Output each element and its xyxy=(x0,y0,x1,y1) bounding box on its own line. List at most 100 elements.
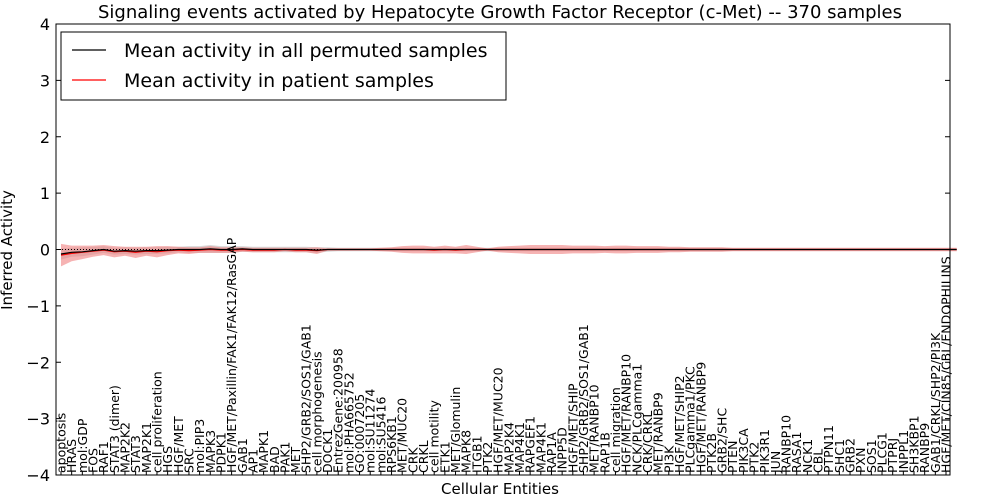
x-tick-label: PTK2 xyxy=(480,442,495,473)
y-tick-label: 0 xyxy=(40,241,50,260)
x-tick-label: EntrezGene:200958 xyxy=(331,348,346,473)
x-tick-label: GRB2 xyxy=(843,438,858,473)
x-tick-label: PTK2B xyxy=(704,433,719,473)
x-tick-label: SOS1 xyxy=(864,439,879,473)
x-tick-label: RAPGEF1 xyxy=(523,416,538,473)
y-axis: −4 −3 −2 −1 0 1 2 3 4 xyxy=(26,15,950,485)
x-tick-label: cell motility xyxy=(427,399,442,473)
x-tick-label: PTEN xyxy=(725,441,740,473)
x-tick-label: CBL xyxy=(811,449,826,473)
x-tick-label: BAD xyxy=(267,446,282,473)
x-tick-label: mol:PHA665752 xyxy=(341,372,356,473)
x-tick-label: RPS6KB1 xyxy=(384,416,399,473)
x-tick-label: mol:GDP xyxy=(75,418,90,473)
x-tick-label: MET/RANBP10 xyxy=(587,384,602,473)
x-tick-label: FOS xyxy=(85,448,100,473)
x-tick-label: HRAS xyxy=(64,439,79,473)
x-tick-label: HGF/MET/Paxillin/FAK1/FAK12/RasGAP xyxy=(224,237,239,473)
x-tick-label: PAK1 xyxy=(277,442,292,473)
x-tick-label: CRK/CRKL xyxy=(640,411,655,473)
y-axis-label: Inferred Activity xyxy=(0,190,16,310)
x-tick-label: PDPK1 xyxy=(213,432,228,473)
x-tick-label: PTPN11 xyxy=(821,425,836,473)
y-tick-label: −3 xyxy=(26,410,50,429)
x-tick-label: MAPK1 xyxy=(256,430,271,473)
x-axis-label: Cellular Entities xyxy=(441,480,559,498)
x-tick-label: MAP2K1 xyxy=(139,422,154,473)
chart-title: Signaling events activated by Hepatocyte… xyxy=(98,2,902,23)
x-tick-label: INPP5D xyxy=(555,427,570,473)
x-tick-label: PXN xyxy=(853,448,868,473)
y-tick-label: −4 xyxy=(26,466,50,485)
x-tick-label: MAPK8 xyxy=(459,430,474,473)
x-tick-label: RANBP9 xyxy=(917,423,932,473)
x-tick-label: GO:0007205 xyxy=(352,394,367,473)
x-tick-label: AP1 xyxy=(245,449,260,473)
y-tick-label: −1 xyxy=(26,297,50,316)
x-tick-label: JUN xyxy=(768,451,783,474)
x-tick-label: cell migration xyxy=(608,387,623,473)
x-tick-label: CRK xyxy=(405,447,420,473)
x-tick-label: HGF/MET/MUC20 xyxy=(491,367,506,473)
x-tick-label: MAP4K1 xyxy=(533,422,548,473)
x-tick-label: RANBP10 xyxy=(779,415,794,473)
y-tick-label: 1 xyxy=(40,184,50,203)
band-patient xyxy=(61,243,957,267)
y-tick-label: 3 xyxy=(40,71,50,90)
x-tick-label: STAT3 xyxy=(128,435,143,473)
legend-label-patient: Mean activity in patient samples xyxy=(124,70,434,92)
legend: Mean activity in all permuted samples Me… xyxy=(60,31,507,101)
x-tick-label: DOCK1 xyxy=(320,429,335,473)
x-tick-label: PIK3R1 xyxy=(757,429,772,473)
x-tick-label: PTPRJ xyxy=(885,438,900,473)
x-tick-label: CRKL xyxy=(416,440,431,473)
x-tick-label: HGF/MET/RANBP9 xyxy=(693,362,708,473)
x-tick-label: apoptosis xyxy=(54,413,69,473)
confidence-bands xyxy=(61,243,957,267)
x-tick-label: SHP2/GRB2/SOS1/GAB1 xyxy=(576,324,591,473)
x-tick-label: STAT3 (dimer) xyxy=(107,385,122,473)
x-tick-label: mol:PIP3 xyxy=(192,419,207,473)
x-tick-label: HGF/MET/SHIP xyxy=(565,383,580,473)
x-tick-label: GRB2/SHC xyxy=(715,408,730,473)
x-tick-label: RASA1 xyxy=(789,432,804,473)
x-tick-label: MAP4K1 xyxy=(512,422,527,473)
legend-box xyxy=(60,31,507,101)
x-tick-label: SHC1 xyxy=(832,439,847,473)
x-tick-label: SRC xyxy=(181,448,196,473)
x-tick-label: HGS xyxy=(160,446,175,473)
x-tick-label: GAB1 xyxy=(235,438,250,473)
x-tick-label: HGF/MET xyxy=(171,416,186,473)
x-tick-label: HGF/MET/CIN85/CBL/ENDOPHILINS xyxy=(939,256,954,473)
x-tick-label: HGF/MET/SHIP2 xyxy=(672,375,687,473)
x-tick-label: cell morphogenesis xyxy=(309,351,324,473)
line-permuted-mean xyxy=(60,248,957,255)
legend-label-permuted: Mean activity in all permuted samples xyxy=(124,40,487,62)
x-tick-label: mol:SU11274 xyxy=(363,389,378,473)
x-tick-label: RAF1 xyxy=(96,441,111,473)
x-tick-label: ITGB1 xyxy=(469,435,484,473)
x-tick-label: NCK/PLCgamma1 xyxy=(629,364,644,473)
x-tick-label: MET/RANBP9 xyxy=(651,392,666,473)
x-tick-label: GAB1/CRKL/SHP2/PI3K xyxy=(928,332,943,473)
x-tick-label: PTK2 xyxy=(747,442,762,473)
y-tick-label: −2 xyxy=(26,353,50,372)
x-tick-label: MAP2K4 xyxy=(501,422,516,473)
x-tick-label: HGF/MET/RANBP10 xyxy=(619,354,634,473)
x-tick-label: PIK3CA xyxy=(736,428,751,473)
x-tick-label: MET/MUC20 xyxy=(395,398,410,473)
x-tick-label: mol:SU5416 xyxy=(373,397,388,473)
x-tick-label: RAP1B xyxy=(597,432,612,473)
x-tick-label: MAP2K2 xyxy=(117,422,132,473)
x-tick-label: NCK1 xyxy=(800,439,815,473)
x-tick-label: MET xyxy=(288,446,303,473)
x-tick-label: cell proliferation xyxy=(149,371,164,473)
y-tick-label: 2 xyxy=(40,128,50,147)
x-tick-label: SH3KBP1 xyxy=(907,415,922,473)
x-tick-label: MAPK3 xyxy=(203,430,218,473)
y-tick-label: 4 xyxy=(40,15,50,34)
x-tick-label: PLCgamma1/PKC xyxy=(683,366,698,473)
x-tick-label: INPPL1 xyxy=(896,430,911,473)
